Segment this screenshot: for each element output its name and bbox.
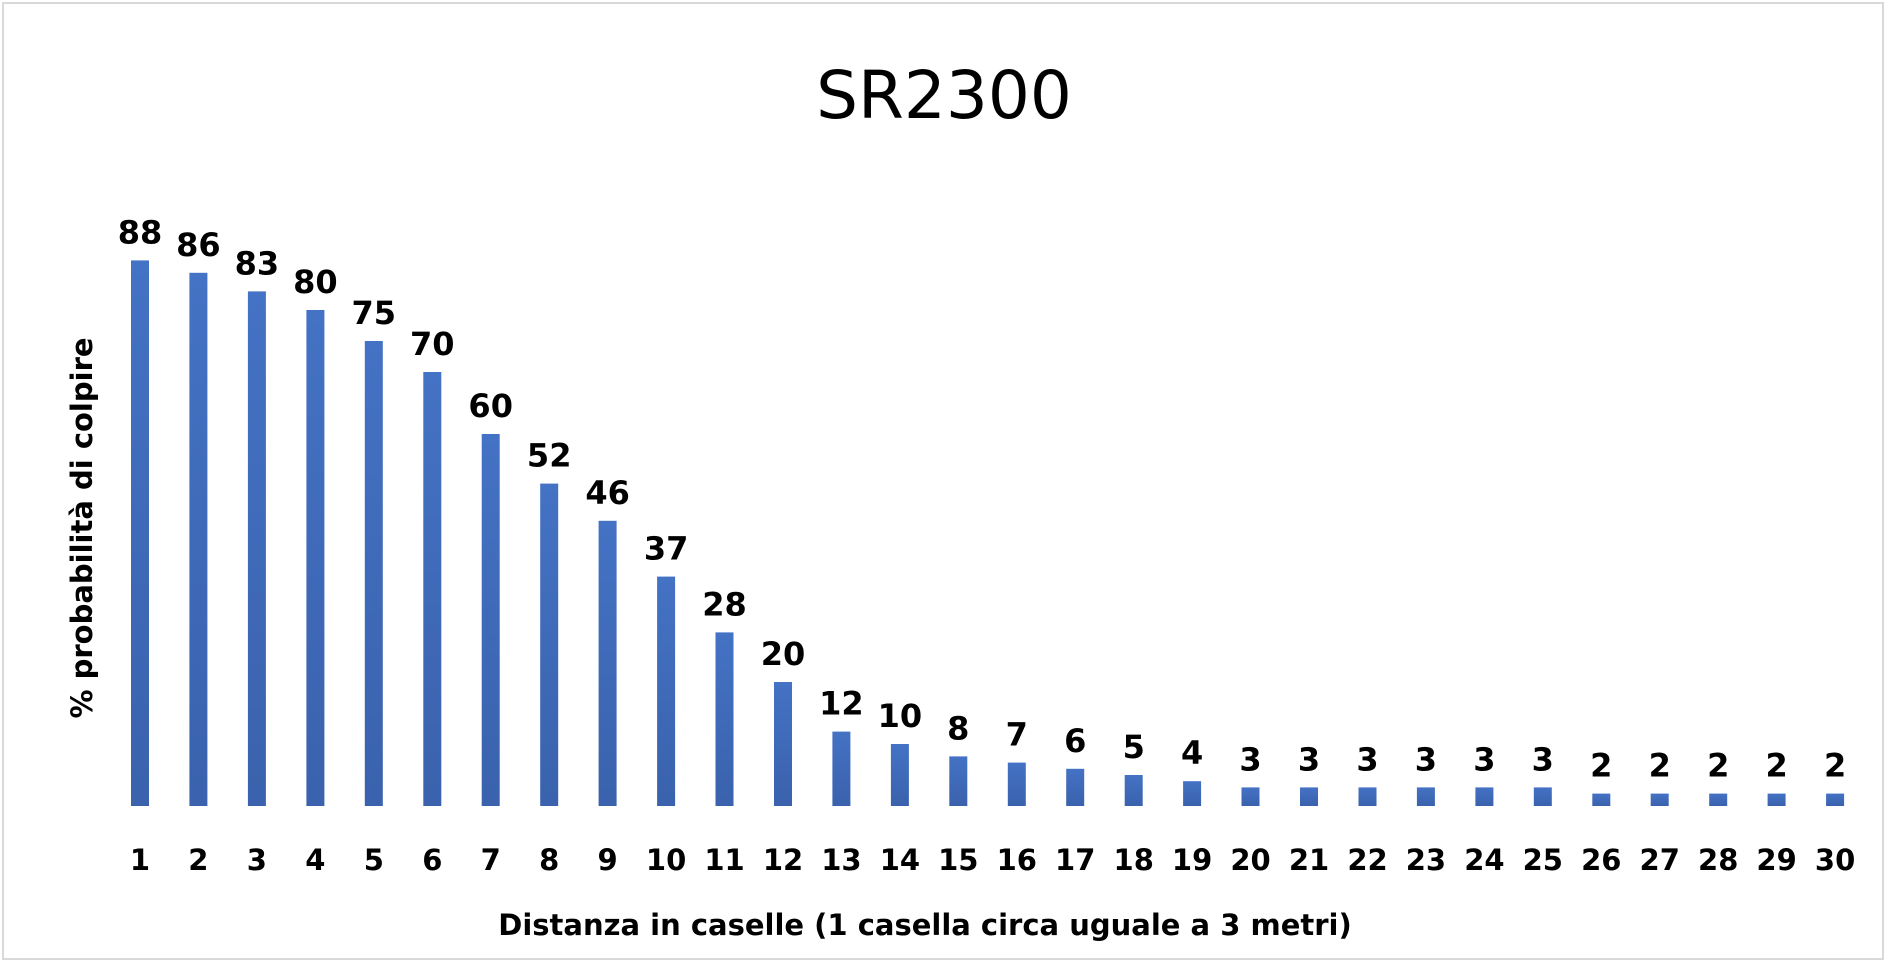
x-tick-label: 13 <box>821 843 861 877</box>
bar <box>540 483 559 806</box>
bar <box>1592 793 1611 806</box>
x-tick-label: 1 <box>130 843 150 877</box>
data-label: 86 <box>176 226 221 264</box>
data-label: 2 <box>1765 747 1787 785</box>
bar <box>1241 787 1260 806</box>
x-tick-label: 10 <box>646 843 686 877</box>
bar <box>774 682 792 806</box>
data-label: 52 <box>527 437 572 475</box>
data-label: 75 <box>352 294 397 332</box>
data-label: 28 <box>702 585 747 623</box>
x-tick-label: 7 <box>481 843 501 877</box>
x-axis-title: Distanza in caselle (1 casella circa ugu… <box>498 908 1351 942</box>
data-label: 88 <box>118 213 163 251</box>
bar <box>481 434 500 806</box>
x-tick-label: 18 <box>1114 843 1154 877</box>
bar <box>657 576 676 806</box>
bar <box>247 291 266 806</box>
data-label: 83 <box>235 244 280 282</box>
data-label: 3 <box>1239 740 1261 778</box>
data-label: 12 <box>819 685 864 723</box>
bar <box>1533 787 1552 806</box>
data-label: 6 <box>1064 722 1086 760</box>
data-label: 4 <box>1181 734 1203 772</box>
data-label: 2 <box>1590 747 1612 785</box>
bar <box>1416 787 1435 806</box>
x-tick-label: 17 <box>1055 843 1095 877</box>
bar <box>598 520 617 806</box>
x-tick-label: 29 <box>1756 843 1796 877</box>
bar <box>131 260 149 806</box>
bar <box>1826 793 1845 806</box>
bar <box>1358 787 1377 806</box>
x-tick-label: 9 <box>598 843 618 877</box>
x-tick-label: 12 <box>763 843 803 877</box>
x-tick-label: 28 <box>1698 843 1738 877</box>
bar <box>1300 787 1318 806</box>
x-tick-label: 22 <box>1347 843 1387 877</box>
data-label: 3 <box>1532 740 1554 778</box>
bar <box>1650 793 1669 806</box>
x-tick-label: 21 <box>1289 843 1329 877</box>
data-label: 20 <box>761 635 806 673</box>
data-label: 3 <box>1415 740 1437 778</box>
data-label: 8 <box>947 709 969 747</box>
data-label: 46 <box>585 474 630 512</box>
bar <box>832 731 851 806</box>
x-tick-label: 23 <box>1406 843 1446 877</box>
x-tick-label: 3 <box>247 843 267 877</box>
x-tick-label: 14 <box>880 843 920 877</box>
x-tick-labels: 1 2 3 4 5 6 7 8 9 10 11 12 13 14 15 16 17 18 19 20 21 22 23 24 2… <box>130 843 1855 877</box>
x-tick-label: 30 <box>1815 843 1855 877</box>
x-tick-label: 2 <box>188 843 208 877</box>
bar <box>949 756 968 806</box>
x-tick-label: 24 <box>1464 843 1504 877</box>
data-label: 2 <box>1707 747 1729 785</box>
x-tick-label: 20 <box>1230 843 1270 877</box>
bar <box>364 341 383 806</box>
data-label: 70 <box>410 325 455 363</box>
x-tick-label: 26 <box>1581 843 1621 877</box>
bar <box>715 632 734 806</box>
bar <box>1183 781 1202 806</box>
data-label: 37 <box>644 530 689 568</box>
data-label: 3 <box>1356 740 1378 778</box>
data-label: 5 <box>1123 728 1145 766</box>
x-tick-label: 16 <box>997 843 1037 877</box>
bar <box>423 372 442 806</box>
x-tick-label: 25 <box>1523 843 1563 877</box>
data-label: 7 <box>1006 716 1028 754</box>
data-label: 2 <box>1824 747 1846 785</box>
x-tick-label: 11 <box>704 843 744 877</box>
bar <box>1007 762 1026 806</box>
data-label: 3 <box>1473 740 1495 778</box>
bars <box>131 260 1845 806</box>
x-tick-label: 5 <box>364 843 384 877</box>
x-tick-label: 19 <box>1172 843 1212 877</box>
bar <box>1124 775 1143 806</box>
bar <box>1767 793 1786 806</box>
bar <box>890 744 909 806</box>
bar <box>1475 787 1494 806</box>
bar <box>189 272 208 806</box>
x-tick-label: 8 <box>539 843 559 877</box>
data-label: 3 <box>1298 740 1320 778</box>
data-label: 60 <box>468 387 513 425</box>
data-label: 80 <box>293 263 338 301</box>
y-axis-title: % probabilità di colpire <box>65 337 99 718</box>
bar <box>1066 768 1085 806</box>
x-tick-label: 6 <box>422 843 442 877</box>
data-label: 10 <box>878 697 923 735</box>
data-label: 2 <box>1649 747 1671 785</box>
x-tick-label: 27 <box>1640 843 1680 877</box>
x-tick-label: 4 <box>305 843 325 877</box>
bar <box>306 310 325 806</box>
x-tick-label: 15 <box>938 843 978 877</box>
chart-title: SR2300 <box>816 57 1072 134</box>
bar <box>1709 793 1728 806</box>
